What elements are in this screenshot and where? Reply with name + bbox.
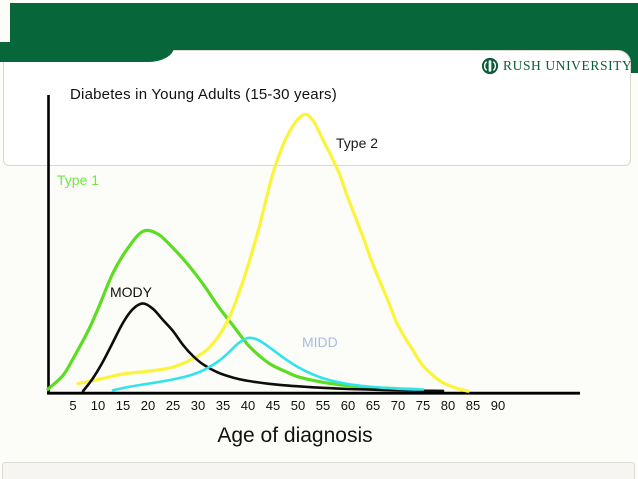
curve-midd	[111, 336, 425, 392]
x-tick-label-5: 5	[69, 398, 77, 413]
x-tick-label-45: 45	[265, 398, 281, 413]
x-tick-label-25: 25	[165, 398, 181, 413]
x-tick-label-55: 55	[315, 398, 331, 413]
x-tick-label-15: 15	[115, 398, 131, 413]
slide-title: Diabetes in Young Adults (15-30 years)	[70, 86, 337, 103]
header-banner-left-tab	[0, 42, 174, 62]
curve-label-mody: MODY	[110, 284, 152, 300]
rush-university-logo-text: RUSH UNIVERSITY	[503, 58, 633, 73]
x-tick-label-75: 75	[415, 398, 431, 413]
bottom-placeholder-box	[2, 462, 635, 479]
x-tick-label-80: 80	[440, 398, 456, 413]
x-tick-label-90: 90	[490, 398, 506, 413]
curve-label-type-2: Type 2	[336, 135, 379, 151]
curve-label-type-1: Type 1	[57, 172, 100, 188]
curve-mody	[81, 302, 445, 393]
x-tick-label-35: 35	[215, 398, 231, 413]
rush-university-logo: RUSH UNIVERSITY	[481, 57, 632, 75]
curve-label-midd: MIDD	[302, 334, 338, 350]
x-tick-label-65: 65	[365, 398, 381, 413]
x-tick-label-70: 70	[390, 398, 406, 413]
x-tick-label-40: 40	[240, 398, 256, 413]
x-tick-label-60: 60	[340, 398, 356, 413]
x-tick-label-20: 20	[140, 398, 156, 413]
x-tick-label-85: 85	[465, 398, 481, 413]
x-tick-label-50: 50	[290, 398, 306, 413]
curve-type-1	[46, 228, 420, 392]
x-tick-label-10: 10	[90, 398, 106, 413]
x-tick-label-30: 30	[190, 398, 206, 413]
x-axis-title: Age of diagnosis	[217, 424, 373, 447]
rush-crest-icon	[481, 57, 499, 75]
